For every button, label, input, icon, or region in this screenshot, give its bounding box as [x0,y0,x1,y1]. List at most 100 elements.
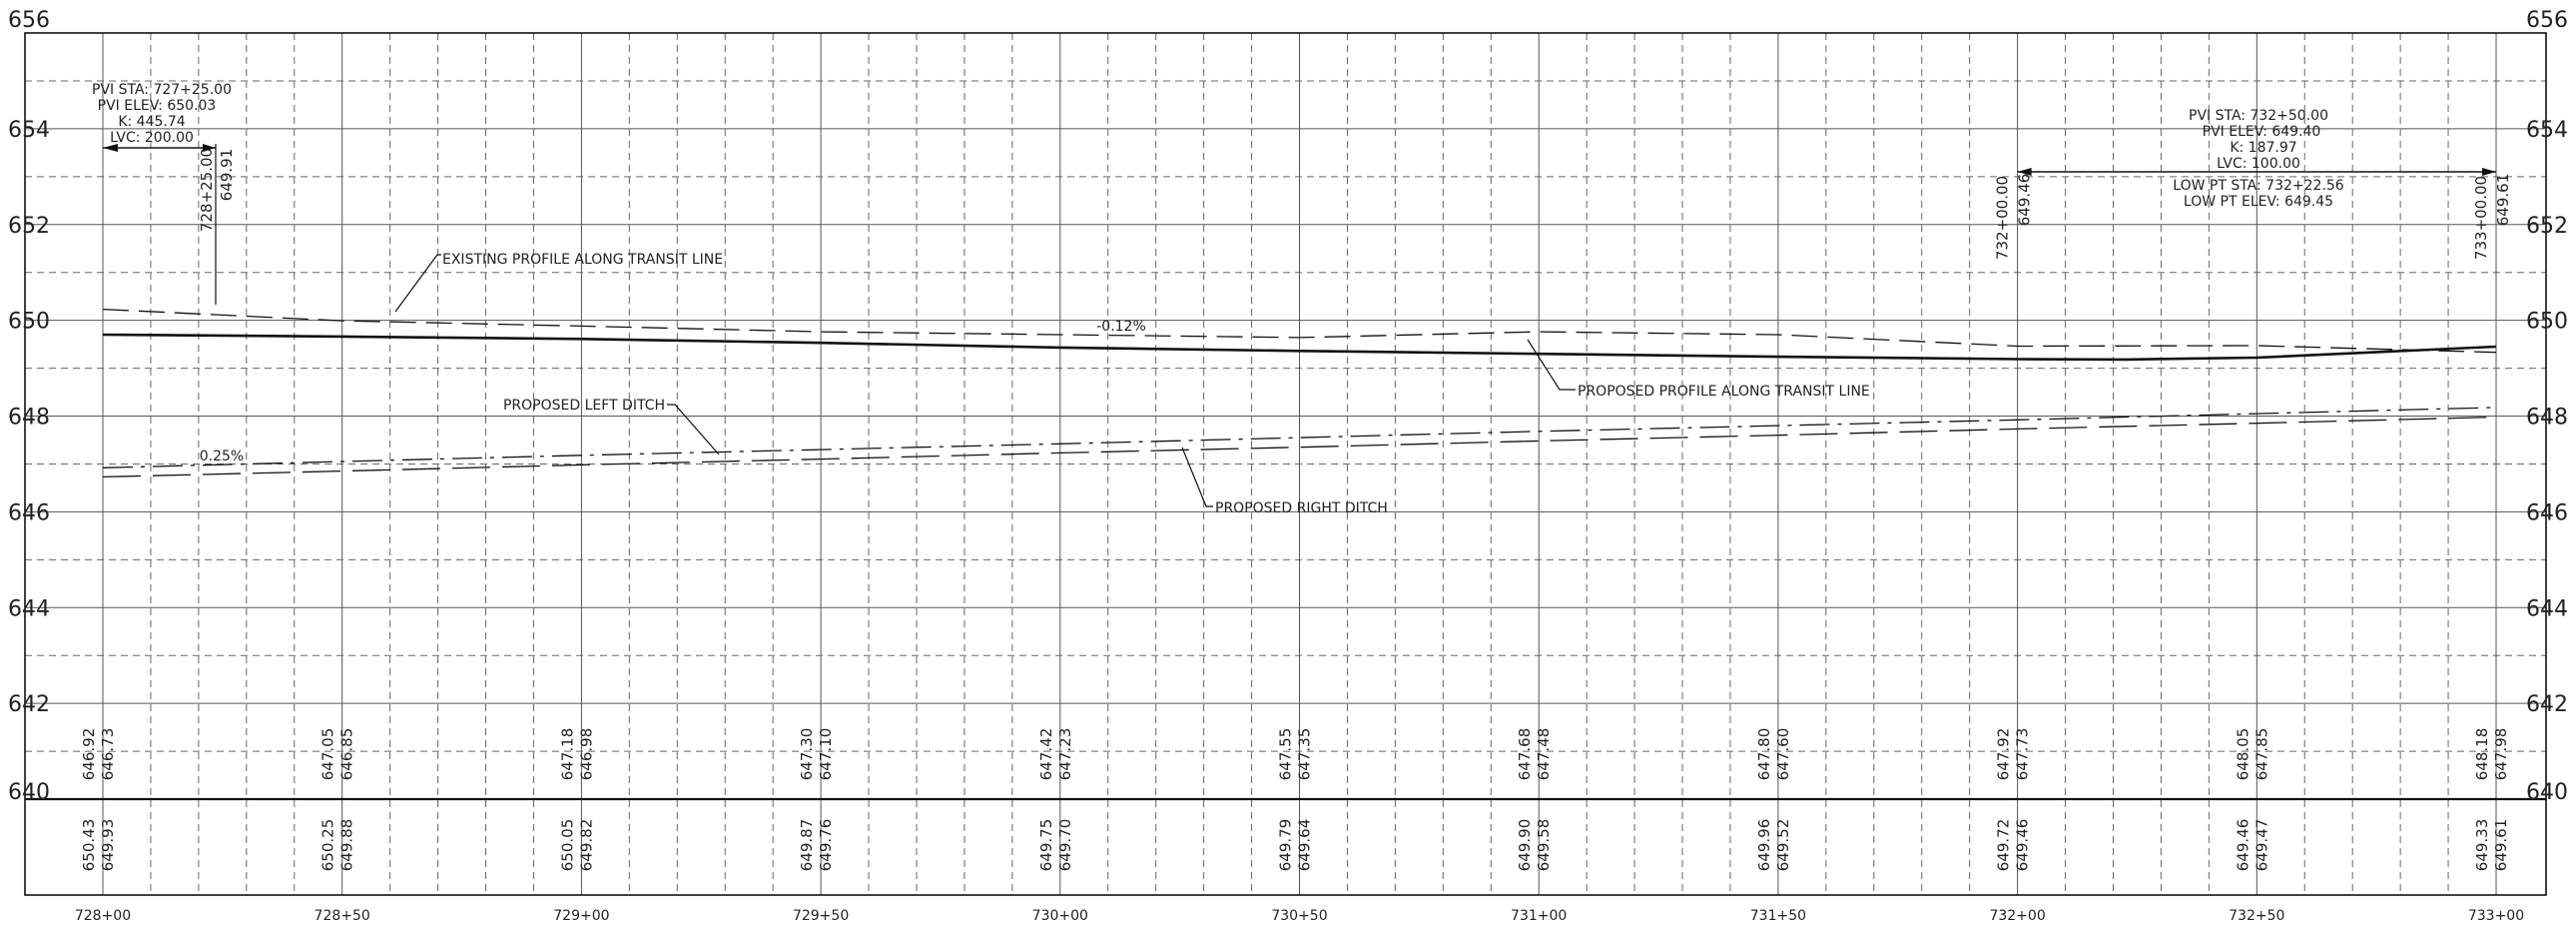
elevation-label-left: 656 [8,8,50,33]
right-ditch-label: PROPOSED RIGHT DITCH [1215,500,1388,516]
proposed-elev-label: 649.47 [2253,819,2270,872]
existing-elev-label: 649.33 [2473,819,2491,872]
elevation-label-left: 648 [8,406,50,431]
elevation-label-left: 642 [8,692,50,717]
right-ditch-elev-label: 647.98 [2492,728,2510,781]
proposed-elev-label: 649.61 [2492,819,2510,872]
pvi2-arrow-right [2482,168,2496,176]
pvi2-begin-elev-label: 649.46 [2016,174,2034,227]
elevation-label-left: 644 [8,596,50,621]
pvi2-end-elev-label: 649.61 [2494,174,2512,227]
station-label: 732+00 [1989,908,2045,924]
elevation-label-right: 644 [2526,596,2568,621]
station-label: 731+00 [1511,908,1567,924]
existing-profile-leader [394,254,441,313]
right-ditch-elev-label: 646.85 [338,728,356,781]
pvi1-note: LVC: 200.00 [110,130,194,146]
left-ditch-elev-label: 647.92 [1995,728,2013,781]
left-ditch-elev-label: 646.92 [80,728,98,781]
right-ditch-elev-label: 646.73 [99,728,117,781]
elevation-label-left: 654 [8,118,50,143]
existing-elev-label: 650.25 [320,819,337,872]
pvi1-arrow-right [203,144,216,152]
existing-elev-label: 649.90 [1516,819,1534,872]
proposed-elev-label: 649.88 [338,819,356,872]
proposed-elev-label: 649.82 [577,819,595,872]
right-ditch-elev-label: 647.60 [1774,728,1792,781]
elevation-label-left: 640 [8,780,50,805]
left-ditch-elev-label: 647.30 [798,728,816,781]
left-ditch-elev-label: 647.80 [1755,728,1773,781]
elevation-label-left: 646 [8,500,50,525]
left-ditch-elev-label: 647.42 [1037,728,1055,781]
existing-elev-label: 649.87 [798,819,816,872]
pvi2-begin-station-label: 732+00.00 [1994,176,2012,260]
existing-elev-label: 649.46 [2234,819,2252,872]
existing-elev-label: 650.05 [558,819,576,872]
elevation-label-right: 646 [2526,500,2568,525]
left-ditch-elev-label: 648.05 [2234,728,2252,781]
left-ditch-label: PROPOSED LEFT DITCH [503,398,665,414]
station-label: 730+00 [1032,908,1088,924]
pvi1-note: PVI STA: 727+25.00 [92,82,232,98]
existing-elev-label: 650.43 [80,819,98,872]
right-ditch-elev-label: 647.23 [1056,728,1074,781]
right-ditch-elev-label: 647.73 [2014,728,2032,781]
elevation-label-left: 652 [8,214,50,239]
left-ditch-elev-label: 647.55 [1277,728,1295,781]
left-ditch-leader [667,404,720,456]
pvi2-note: PVI STA: 732+50.00 [2189,108,2328,124]
right-ditch-elev-label: 646.98 [577,728,595,781]
right-ditch-elev-label: 647.10 [817,728,835,781]
station-label: 729+00 [553,908,609,924]
pvi2-note: LVC: 100.00 [2217,156,2300,172]
existing-profile-along-transit-line-line [102,308,2497,354]
existing-elev-label: 649.75 [1037,819,1055,872]
station-label: 730+50 [1271,908,1327,924]
pvi2-low-point-note: LOW PT STA: 732+22.56 [2173,178,2344,194]
ditch-slope-label: 0.25% [200,449,244,464]
pvi1-end-elev-label: 649.91 [218,149,236,202]
proposed-elev-label: 649.58 [1535,819,1553,872]
proposed-profile-leader [1527,339,1576,391]
grid [24,32,2547,896]
left-ditch-elev-label: 647.18 [558,728,576,781]
elevation-label-right: 640 [2526,780,2568,805]
existing-elev-label: 649.72 [1995,819,2013,872]
right-ditch-leader [1181,447,1213,507]
station-label: 729+50 [793,908,849,924]
elevation-label-right: 650 [2526,310,2568,335]
elevation-label-right: 648 [2526,406,2568,431]
pvi2-arrow-left [2017,168,2032,176]
right-ditch-elev-label: 647.35 [1296,728,1314,781]
proposed-profile-label: PROPOSED PROFILE ALONG TRANSIT LINE [1578,384,1870,400]
proposed-elev-label: 649.93 [99,819,117,872]
left-ditch-elev-label: 647.68 [1516,728,1534,781]
station-label: 728+50 [315,908,370,924]
proposed-elev-label: 649.46 [2014,819,2032,872]
left-ditch-elev-label: 648.18 [2473,728,2491,781]
right-ditch-elev-label: 647.85 [2253,728,2270,781]
proposed-elev-label: 649.70 [1056,819,1074,872]
elevation-label-left: 650 [8,310,50,335]
elevation-label-right: 656 [2526,8,2568,33]
elevation-label-right: 642 [2526,692,2568,717]
profile-lines [102,308,2497,478]
proposed-elev-label: 649.52 [1774,819,1792,872]
elevation-label-right: 654 [2526,118,2568,143]
pvi1-note: PVI ELEV: 650.03 [98,98,217,114]
proposed-profile-along-transit-line-line [102,333,2497,362]
left-ditch-elev-label: 647.05 [320,728,337,781]
right-ditch-elev-label: 647.48 [1535,728,1553,781]
elevation-label-right: 652 [2526,214,2568,239]
station-label: 728+00 [75,908,131,924]
existing-elev-label: 649.96 [1755,819,1773,872]
pvi1-arrow-left [103,144,118,152]
proposed-elev-label: 649.76 [817,819,835,872]
proposed-elev-label: 649.64 [1296,819,1314,872]
drawing-frame [24,32,2547,896]
pvi2-end-station-label: 733+00.00 [2472,176,2490,260]
pvi2-note: K: 187.97 [2230,140,2296,156]
